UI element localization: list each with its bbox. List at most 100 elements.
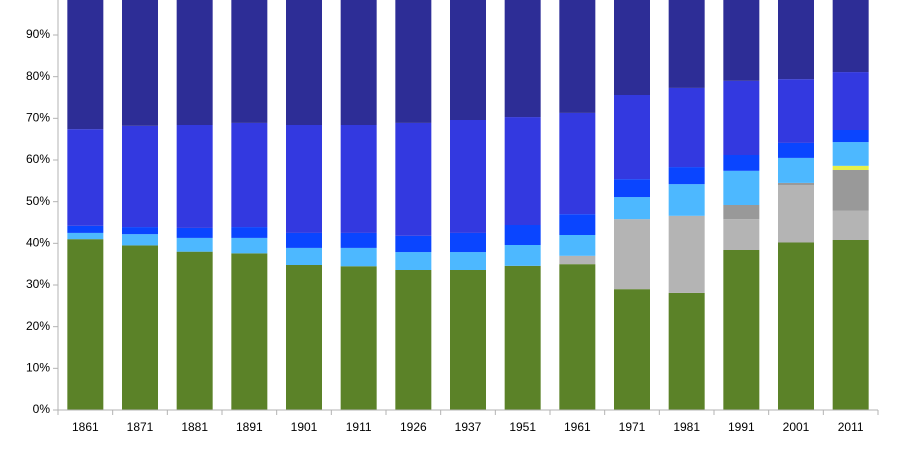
bar-segment	[395, 235, 432, 253]
x-tick-label: 1937	[455, 420, 482, 434]
x-tick-label: 1981	[673, 420, 700, 434]
bar-segment	[504, 244, 541, 266]
bar-segment	[450, 252, 486, 270]
bar-segment	[340, 247, 377, 267]
bar-segment	[286, 232, 322, 248]
y-tick-label: 80%	[26, 69, 50, 83]
bar-segment	[778, 157, 814, 183]
bar-segment	[67, 239, 104, 410]
bar-segment	[668, 184, 705, 216]
bar-segment	[559, 112, 596, 215]
x-tick-label: 1871	[127, 420, 154, 434]
x-tick-label: 1951	[509, 420, 536, 434]
x-tick-label: 2011	[838, 420, 864, 434]
bar-segment	[122, 125, 158, 228]
x-tick-label: 1881	[181, 420, 208, 434]
bar-segment	[67, 0, 104, 130]
bar-segment	[231, 253, 268, 410]
y-tick-label: 50%	[26, 194, 50, 208]
x-tick-label: 2001	[783, 420, 810, 434]
bar-segment	[340, 124, 377, 233]
bar-segment	[832, 165, 869, 170]
bar-segment	[614, 289, 650, 410]
bar-segment	[668, 0, 705, 88]
bar-segment	[723, 249, 760, 410]
bar-segment	[231, 0, 268, 123]
bar-segment	[231, 227, 268, 238]
y-tick-label: 0%	[33, 402, 51, 416]
bar-segment	[559, 214, 596, 235]
bar-segment	[832, 129, 869, 143]
bar-segment	[723, 219, 760, 250]
x-tick-label: 1961	[564, 420, 591, 434]
bar-segment	[778, 79, 814, 143]
bar-segment	[395, 122, 432, 236]
bar-segment	[778, 0, 814, 80]
x-tick-label: 1861	[72, 420, 99, 434]
x-tick-label: 1891	[236, 420, 263, 434]
bar-segment	[67, 225, 104, 233]
y-tick-label: 60%	[26, 152, 50, 166]
bar-segment	[614, 197, 650, 220]
bar-segment	[723, 0, 760, 81]
bar-segment	[559, 0, 596, 113]
bar-segment	[176, 227, 213, 238]
bar-segment	[176, 251, 213, 410]
bar-segment	[832, 169, 869, 211]
x-tick-label: 1971	[619, 420, 646, 434]
x-tick-label: 1991	[728, 420, 755, 434]
bar-segment	[614, 219, 650, 290]
bar-segment	[450, 0, 486, 120]
y-tick-label: 10%	[26, 361, 50, 375]
bar-segment	[668, 292, 705, 410]
bar-segment	[614, 179, 650, 198]
bar-segment	[504, 265, 541, 410]
bar-segment	[122, 227, 158, 235]
bar-segment	[832, 210, 869, 240]
x-tick-label: 1901	[291, 420, 318, 434]
bar-segment	[778, 182, 814, 185]
bar-segment	[668, 167, 705, 185]
bar-segment	[559, 255, 596, 265]
bar-segment	[832, 239, 869, 410]
bar-segment	[340, 266, 377, 410]
bar-segment	[122, 0, 158, 126]
bar-segment	[723, 80, 760, 155]
bar-segment	[450, 119, 486, 233]
bar-segment	[286, 247, 322, 265]
bar-segment	[340, 0, 377, 125]
bar-segment	[504, 0, 541, 118]
y-tick-label: 20%	[26, 319, 50, 333]
bar-segment	[778, 184, 814, 243]
bar-segment	[723, 170, 760, 205]
bar-segment	[395, 0, 432, 123]
bar-segment	[231, 122, 268, 228]
bar-segment	[504, 224, 541, 245]
bar-segment	[176, 237, 213, 252]
y-tick-label: 40%	[26, 236, 50, 250]
y-tick-label: 30%	[26, 277, 50, 291]
x-tick-label: 1911	[346, 420, 372, 434]
bar-segment	[67, 232, 104, 240]
bar-segment	[614, 94, 650, 180]
bar-segment	[559, 234, 596, 256]
bar-segment	[614, 0, 650, 95]
bar-segment	[504, 117, 541, 225]
bar-segment	[122, 234, 158, 246]
bar-segment	[832, 142, 869, 166]
bar-segment	[668, 87, 705, 168]
bar-segment	[231, 237, 268, 254]
bar-segment	[668, 215, 705, 293]
y-tick-label: 90%	[26, 27, 50, 41]
bar-segment	[450, 232, 486, 253]
bar-segment	[67, 129, 104, 226]
bar-segment	[286, 0, 322, 125]
bar-segment	[832, 72, 869, 130]
bar-segment	[176, 0, 213, 125]
bar-segment	[395, 269, 432, 410]
bar-segment	[286, 264, 322, 410]
bar-segment	[286, 124, 322, 233]
bar-segment	[450, 269, 486, 410]
bar-segment	[395, 252, 432, 270]
